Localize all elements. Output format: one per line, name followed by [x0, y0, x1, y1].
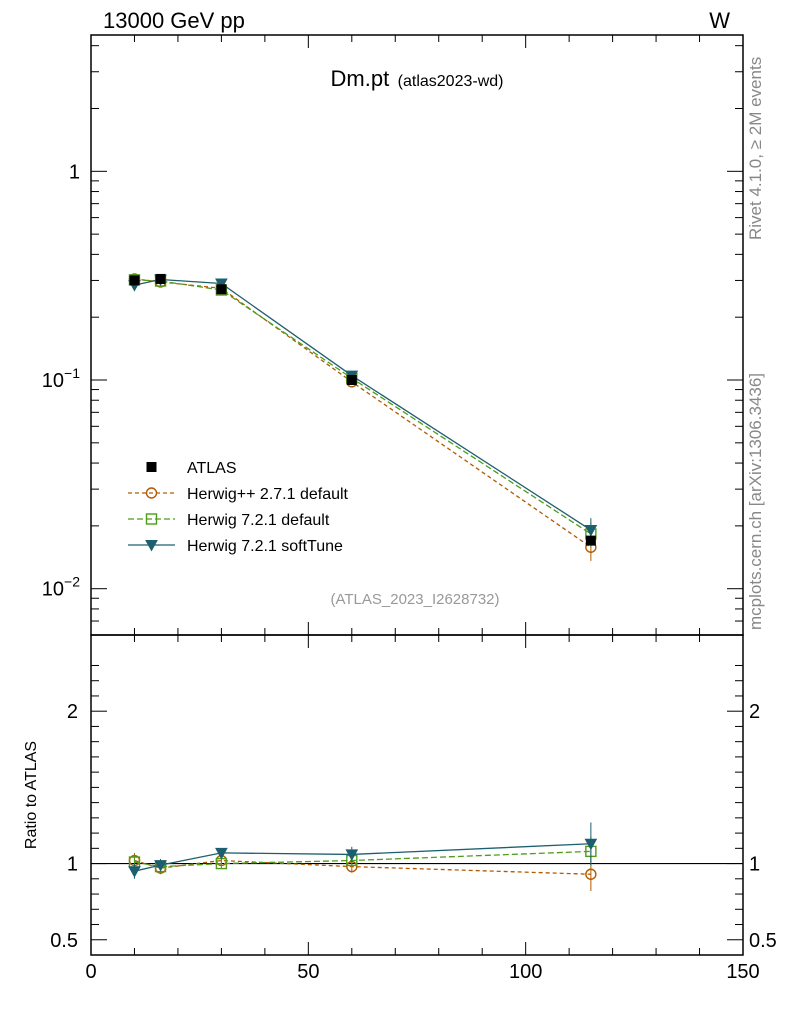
legend-marker	[145, 540, 158, 552]
ratio-y-tick-label-right: 0.5	[749, 930, 777, 952]
ratio-point	[154, 860, 167, 872]
series-point	[215, 278, 228, 291]
y-tick-label: 10−1	[42, 365, 80, 392]
legend-label: ATLAS	[187, 460, 237, 477]
ratio-point	[584, 838, 598, 851]
legend-marker	[145, 487, 158, 499]
ratio-y-tick-label: 2	[67, 701, 78, 723]
series-line	[134, 278, 592, 548]
rivet-version-label: Rivet 4.1.0, ≥ 2M events	[746, 57, 765, 240]
y-tick-base: 10	[42, 579, 64, 601]
y-tick-exponent: −1	[64, 365, 80, 381]
ratio-point	[585, 868, 597, 880]
chart-marks	[91, 273, 743, 891]
chart-title: Dm.pt	[331, 66, 390, 91]
series-point	[584, 525, 598, 537]
data-point	[585, 535, 596, 546]
ratio-series-line	[134, 859, 591, 875]
chart-subtitle: (atlas2023-wd)	[398, 73, 504, 90]
ratio-series-line	[134, 850, 591, 868]
legend-label: Herwig++ 2.7.1 default	[187, 486, 349, 503]
energy-label: 13000 GeV pp	[103, 8, 245, 33]
ratio-point	[215, 847, 228, 860]
x-tick-label: 50	[297, 961, 319, 983]
axis-ticks	[90, 35, 744, 955]
y-tick-label: 10−2	[42, 574, 80, 601]
analysis-label: (ATLAS_2023_I2628732)	[330, 591, 499, 608]
x-tick-label: 0	[85, 961, 96, 983]
process-label: W	[709, 8, 730, 33]
ratio-series-line	[134, 843, 591, 872]
x-tick-label: 100	[509, 961, 542, 983]
x-tick-label: 150	[726, 961, 759, 983]
y-tick-base: 1	[69, 161, 80, 183]
legend-label: Herwig 7.2.1 default	[187, 512, 330, 529]
y-tick-exponent: −2	[64, 574, 80, 590]
ratio-point	[345, 849, 359, 861]
ratio-y-tick-label: 1	[67, 854, 78, 876]
legend-label: Herwig 7.2.1 softTune	[187, 538, 343, 555]
ratio-panel-frame	[90, 634, 744, 956]
legend-marker	[146, 462, 157, 472]
data-point	[346, 375, 357, 386]
chart-title-group: Dm.pt (atlas2023-wd)	[331, 66, 504, 91]
y-tick-base: 10	[42, 370, 64, 392]
ratio-point	[128, 866, 141, 878]
data-point	[129, 275, 140, 286]
mcplots-label: mcplots.cern.ch [arXiv:1306.3436]	[746, 373, 765, 630]
legend: ATLAS Herwig++ 2.7.1 default Herwig 7.2.1 …	[128, 460, 349, 555]
ratio-axis-label: Ratio to ATLAS	[23, 741, 40, 849]
y-tick-label: 1	[69, 161, 80, 183]
data-point	[155, 273, 166, 284]
ratio-y-tick-label: 0.5	[50, 930, 78, 952]
data-point	[216, 284, 227, 295]
ratio-y-tick-label-right: 1	[749, 854, 760, 876]
legend-marker	[145, 513, 158, 525]
ratio-y-tick-label-right: 2	[749, 701, 760, 723]
